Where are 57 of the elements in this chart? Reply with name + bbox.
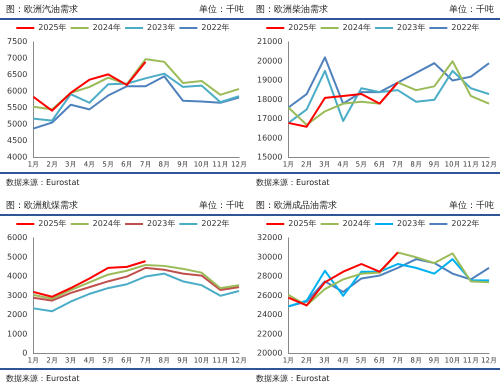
legend-label: 2023年 bbox=[397, 23, 426, 32]
y-tick-label: 4500 bbox=[7, 136, 28, 146]
legend-label: 2024年 bbox=[92, 23, 121, 32]
legend-label: 2024年 bbox=[92, 219, 121, 228]
y-tick-label: 4000 bbox=[7, 152, 28, 162]
y-tick-label: 30000 bbox=[256, 252, 282, 262]
chart-subtitle: 单位：千吨 bbox=[449, 4, 494, 16]
y-tick-label: 6500 bbox=[7, 70, 28, 80]
y-tick-label: 6000 bbox=[7, 233, 28, 242]
legend-label: 2025年 bbox=[38, 23, 67, 32]
legend-label: 2025年 bbox=[288, 23, 317, 32]
source-note: 数据来源：Eurostat bbox=[256, 177, 330, 188]
legend-label: 2022年 bbox=[201, 23, 230, 32]
legend-label: 2023年 bbox=[397, 219, 426, 228]
y-tick-label: 16000 bbox=[256, 133, 282, 142]
legend-label: 2023年 bbox=[147, 23, 176, 32]
source-note: 数据来源：Eurostat bbox=[6, 177, 80, 188]
y-tick-label: 18000 bbox=[256, 94, 282, 104]
y-tick-label: 17000 bbox=[256, 114, 282, 124]
chart-title: 图：欧洲航煤需求 bbox=[6, 200, 78, 212]
y-tick-label: 32000 bbox=[256, 233, 282, 242]
y-tick-label: 7500 bbox=[7, 37, 28, 46]
y-tick-label: 21000 bbox=[256, 37, 282, 46]
y-tick-label: 24000 bbox=[256, 310, 282, 320]
chart-subtitle: 单位：千吨 bbox=[199, 200, 244, 212]
legend-label: 2025年 bbox=[288, 219, 317, 228]
chart-title: 图：欧洲柴油需求 bbox=[256, 4, 328, 16]
legend-label: 2025年 bbox=[38, 219, 67, 228]
legend-label: 2023年 bbox=[147, 219, 176, 228]
source-note: 数据来源：Eurostat bbox=[6, 373, 80, 384]
chart-subtitle: 单位：千吨 bbox=[199, 4, 244, 16]
y-tick-label: 7000 bbox=[7, 54, 28, 63]
legend-label: 2022年 bbox=[451, 23, 480, 32]
y-tick-label: 3000 bbox=[7, 290, 28, 300]
y-tick-label: 5000 bbox=[7, 252, 28, 262]
source-note: 数据来源：Eurostat bbox=[256, 373, 330, 384]
chart-subtitle: 单位：千吨 bbox=[449, 200, 494, 212]
y-tick-label: 6000 bbox=[7, 86, 28, 96]
y-tick-label: 22000 bbox=[256, 329, 282, 338]
y-tick-label: 5000 bbox=[7, 120, 28, 129]
legend-label: 2024年 bbox=[342, 23, 371, 32]
chart-title: 图：欧洲成品油需求 bbox=[256, 200, 337, 212]
y-tick-label: 20000 bbox=[256, 348, 282, 358]
y-tick-label: 28000 bbox=[256, 272, 282, 281]
legend-label: 2022年 bbox=[451, 219, 480, 228]
y-tick-label: 20000 bbox=[256, 56, 282, 66]
legend-label: 2024年 bbox=[342, 219, 371, 228]
y-tick-label: 2000 bbox=[7, 310, 28, 320]
y-tick-label: 19000 bbox=[256, 76, 282, 85]
y-tick-label: 5500 bbox=[7, 103, 28, 112]
y-tick-label: 26000 bbox=[256, 290, 282, 300]
y-tick-label: 1000 bbox=[7, 329, 28, 338]
y-tick-label: 15000 bbox=[256, 152, 282, 162]
chart-title: 图：欧洲汽油需求 bbox=[6, 4, 78, 16]
y-tick-label: 4000 bbox=[7, 272, 28, 281]
legend-label: 2022年 bbox=[201, 219, 230, 228]
y-tick-label: 0 bbox=[22, 348, 28, 358]
